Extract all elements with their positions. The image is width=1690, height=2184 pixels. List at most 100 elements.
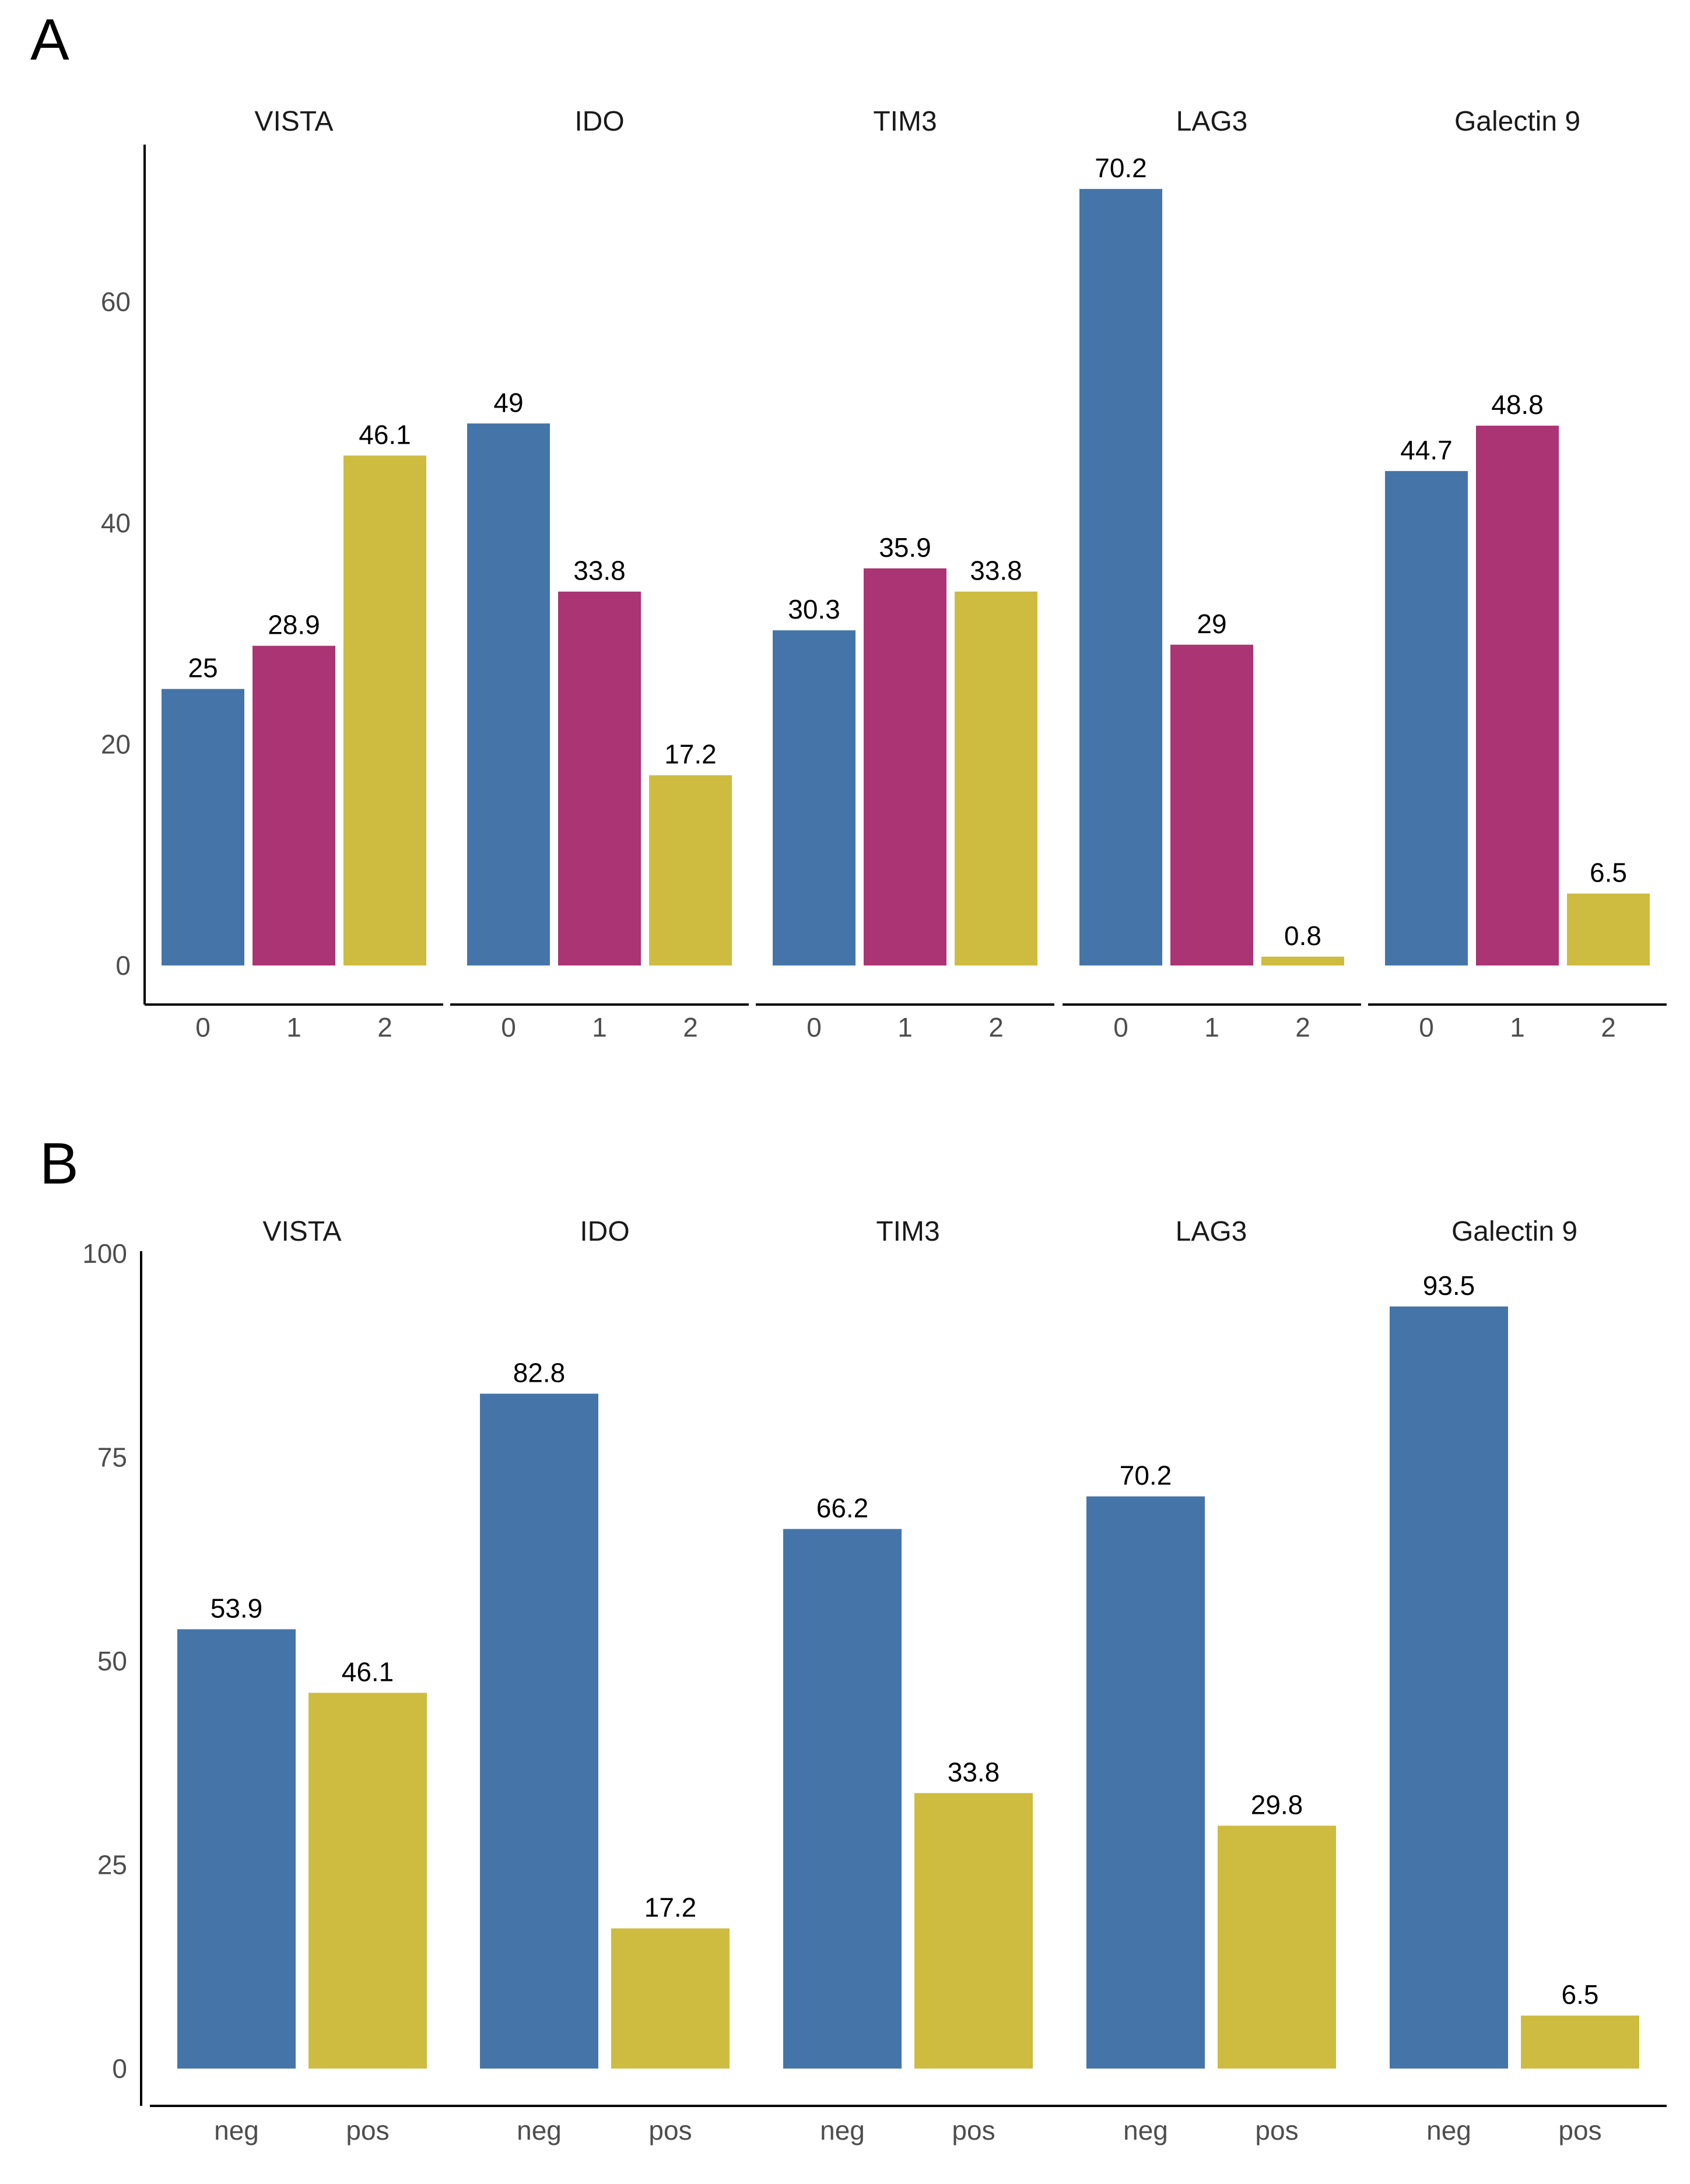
facet-title: IDO <box>580 1216 629 1247</box>
x-tick-label: 0 <box>1419 1012 1434 1042</box>
bar-value-label: 35.9 <box>879 532 931 563</box>
bar <box>480 1393 598 2069</box>
bar-value-label: 0.8 <box>1284 921 1321 951</box>
x-tick-label: neg <box>517 2115 562 2146</box>
bar-value-label: 33.8 <box>573 556 626 586</box>
y-tick-label: 0 <box>112 2053 127 2084</box>
bar <box>308 1693 427 2069</box>
x-tick-label: neg <box>1426 2115 1471 2146</box>
facet-title: LAG3 <box>1176 106 1248 137</box>
bar <box>914 1793 1033 2069</box>
bar-value-label: 17.2 <box>644 1892 697 1923</box>
bar-value-label: 33.8 <box>970 556 1022 586</box>
facet-title: VISTA <box>262 1216 341 1247</box>
panel-A: A0204060VISTA25028.9146.12IDO49033.8117.… <box>30 7 1667 1042</box>
bar-value-label: 49 <box>493 387 523 417</box>
facet-ido: IDO 82.8 neg 17.2 pos <box>453 1216 757 2146</box>
x-tick-label: 2 <box>1601 1012 1616 1042</box>
y-tick-label: 100 <box>82 1238 127 1269</box>
x-tick-label: pos <box>952 2115 995 2146</box>
bar <box>253 645 335 965</box>
facet-tim3: TIM3 66.2 neg 33.8 pos <box>756 1216 1060 2146</box>
bar-value-label: 29 <box>1197 609 1226 639</box>
bar-value-label: 25 <box>188 653 218 683</box>
x-tick-label: 0 <box>501 1012 516 1042</box>
bar-value-label: 66.2 <box>816 1493 869 1523</box>
panel-B: B 0 25 50 75 100 VISTA 53.9 neg 46.1 pos IDO 82.8 neg… <box>40 1131 1667 2146</box>
x-tick-label: pos <box>648 2115 692 2146</box>
facet-title: VISTA <box>254 106 333 137</box>
bar <box>649 775 732 965</box>
panel-label: B <box>40 1131 79 1196</box>
facet-lag3: LAG3 70.2 neg 29.8 pos <box>1059 1216 1363 2146</box>
x-tick-label: neg <box>820 2115 865 2146</box>
panel-label: A <box>30 7 69 72</box>
x-tick-label: 1 <box>897 1012 913 1042</box>
bar-value-label: 53.9 <box>211 1593 263 1623</box>
bar-value-label: 48.8 <box>1491 389 1544 420</box>
bar <box>162 689 244 965</box>
bar-value-label: 33.8 <box>948 1757 1000 1787</box>
x-tick-label: 2 <box>683 1012 698 1042</box>
x-tick-label: 2 <box>988 1012 1004 1042</box>
facet-title: TIM3 <box>876 1216 939 1247</box>
bar-value-label: 17.2 <box>664 739 717 770</box>
bar <box>955 591 1037 965</box>
x-tick-label: 0 <box>807 1012 822 1042</box>
bar-value-label: 70.2 <box>1120 1460 1172 1491</box>
bar <box>467 423 550 965</box>
facet-lag3: LAG3 70.2 0 29 1 0.8 2 <box>1063 106 1361 1042</box>
x-tick-label: 2 <box>1295 1012 1310 1042</box>
x-tick-label: pos <box>1255 2115 1298 2146</box>
bar <box>558 591 641 965</box>
bar <box>864 568 946 965</box>
x-tick-label: neg <box>214 2115 259 2146</box>
x-tick-label: 0 <box>195 1012 211 1042</box>
bar-value-label: 29.8 <box>1251 1789 1303 1820</box>
bar <box>1170 644 1253 965</box>
x-tick-label: neg <box>1123 2115 1168 2146</box>
facet-title: TIM3 <box>873 106 937 137</box>
bar <box>1079 189 1162 965</box>
x-tick-label: pos <box>346 2115 389 2146</box>
x-tick-label: 0 <box>1113 1012 1128 1042</box>
bar <box>343 455 426 965</box>
bar <box>1261 956 1344 965</box>
bar-value-label: 46.1 <box>359 419 411 450</box>
facet-tim3: TIM3 30.3 0 35.9 1 33.8 2 <box>756 106 1054 1042</box>
facet-galectin-9: Galectin 9 93.5 neg 6.5 pos <box>1362 1216 1667 2146</box>
bar <box>1218 1825 1336 2069</box>
facet-ido: IDO 49 0 33.8 1 17.2 2 <box>450 106 749 1042</box>
bar-value-label: 6.5 <box>1562 1979 1599 2010</box>
bar-value-label: 70.2 <box>1095 153 1147 183</box>
y-tick-label: 25 <box>97 1850 127 1880</box>
bar <box>177 1629 296 2069</box>
bar <box>1567 893 1650 965</box>
x-tick-label: pos <box>1558 2115 1601 2146</box>
x-tick-label: 1 <box>286 1012 301 1042</box>
facet-vista: VISTA 53.9 neg 46.1 pos <box>150 1216 454 2146</box>
x-tick-label: 1 <box>592 1012 607 1042</box>
bar-value-label: 44.7 <box>1400 435 1453 465</box>
bar <box>783 1529 902 2069</box>
y-tick-label: 60 <box>101 287 131 317</box>
bar <box>611 1928 730 2069</box>
bar <box>773 630 855 965</box>
facet-title: IDO <box>574 106 624 137</box>
y-tick-label: 75 <box>97 1442 127 1473</box>
bar-value-label: 82.8 <box>513 1357 566 1388</box>
bar-value-label: 93.5 <box>1423 1270 1475 1301</box>
facet-title: Galectin 9 <box>1451 1216 1577 1247</box>
y-tick-label: 50 <box>97 1646 127 1676</box>
y-tick-label: 0 <box>115 950 131 981</box>
bar-value-label: 30.3 <box>788 594 840 624</box>
facet-vista: VISTA 25 0 28.9 1 46.1 2 <box>145 106 443 1042</box>
y-tick-label: 20 <box>101 729 131 760</box>
y-tick-label: 40 <box>101 508 131 538</box>
bar-value-label: 46.1 <box>342 1657 394 1687</box>
facet-galectin-9: Galectin 9 44.7 0 48.8 1 6.5 2 <box>1368 106 1667 1042</box>
bar <box>1390 1306 1508 2069</box>
bar <box>1086 1496 1205 2069</box>
facet-title: LAG3 <box>1176 1216 1247 1247</box>
